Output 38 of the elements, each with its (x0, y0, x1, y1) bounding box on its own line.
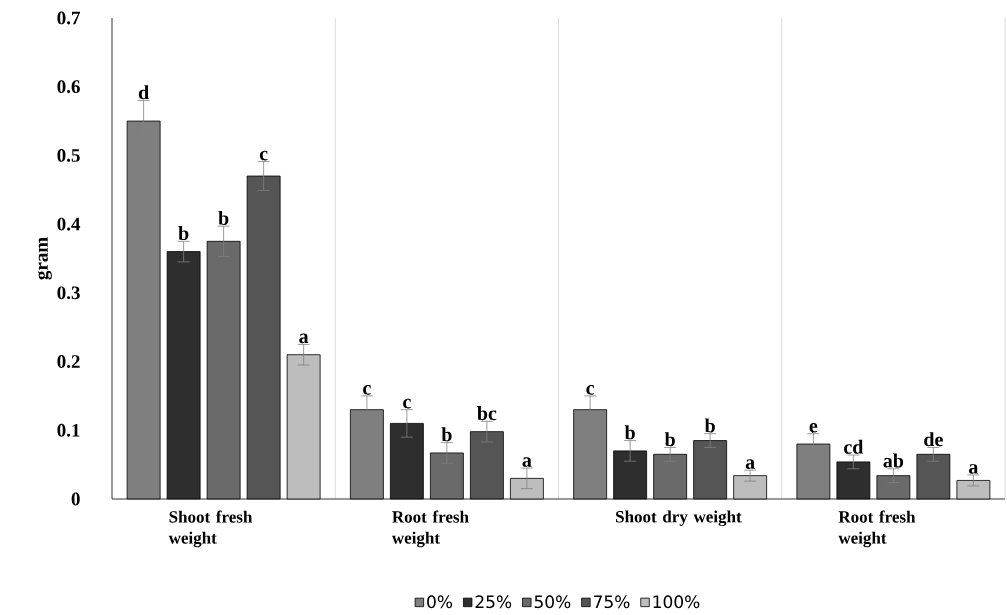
data-label: b (178, 226, 189, 241)
data-label: b (664, 432, 675, 447)
data-label: a (299, 333, 309, 344)
x-tick-label: Shoot dry weight (616, 510, 742, 527)
data-label: cd (844, 439, 864, 454)
data-label: b (704, 418, 715, 433)
data-label: c (363, 385, 371, 395)
y-tick-label: 0.3 (57, 286, 80, 300)
data-label: c (586, 385, 595, 395)
data-label: b (441, 427, 452, 442)
data-label: a (745, 459, 755, 469)
data-label: a (522, 457, 532, 467)
legend-label: 50% (534, 595, 571, 609)
legend-label: 75% (593, 595, 630, 609)
x-tick-label: Shoot fresh weight (168, 510, 253, 548)
legend-label: 25% (475, 595, 512, 609)
y-tick-label: 0.6 (57, 80, 80, 94)
data-label: a (969, 464, 979, 474)
x-tick-label: Root fresh weight (838, 510, 916, 548)
data-label: c (403, 398, 411, 409)
y-tick-label: 0.5 (57, 148, 80, 162)
y-axis-title: gram (37, 237, 52, 280)
legend-label: 100% (653, 595, 700, 609)
data-label: ab (883, 453, 904, 468)
data-label: e (809, 422, 818, 433)
y-tick-label: 0.7 (57, 11, 81, 25)
data-label: b (218, 210, 229, 225)
data-label: bc (477, 406, 497, 421)
data-label: c (259, 150, 268, 161)
legend-label: 0% (427, 595, 453, 609)
y-tick-label: 0 (71, 492, 80, 506)
data-label: d (138, 85, 149, 100)
y-tick-label: 0.1 (57, 423, 80, 437)
y-tick-label: 0.4 (57, 217, 81, 231)
data-label: b (624, 425, 635, 440)
y-tick-label: 0.2 (57, 355, 80, 369)
data-label: de (924, 432, 943, 447)
x-tick-label: Root fresh weight (391, 510, 469, 548)
